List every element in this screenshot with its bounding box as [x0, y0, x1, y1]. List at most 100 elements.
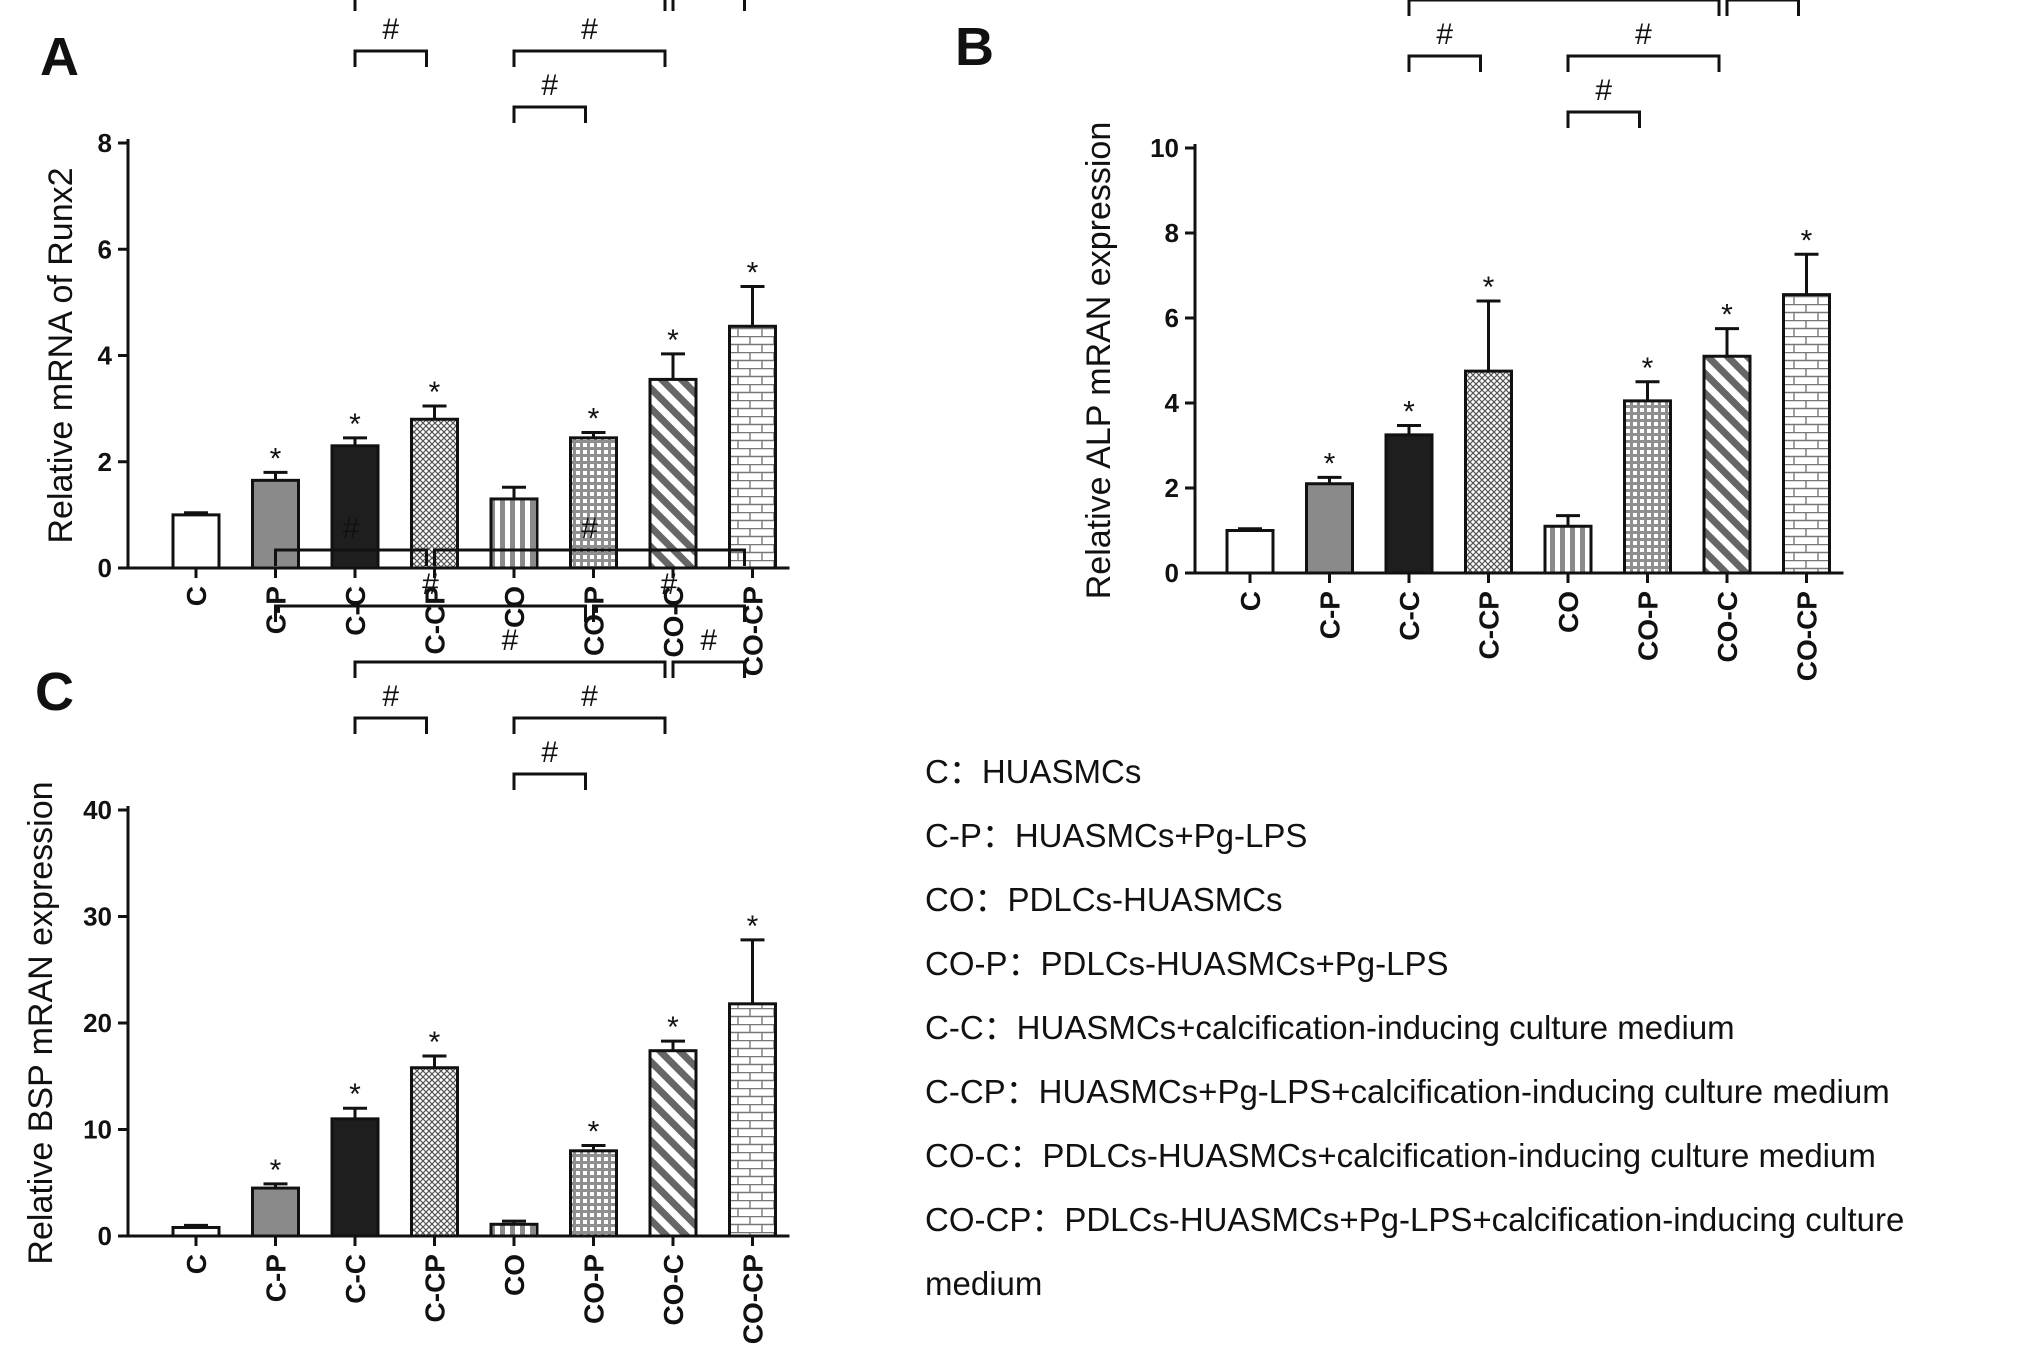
- bar-co-p: [1623, 399, 1672, 575]
- x-tick-label: C-C: [1394, 591, 1425, 641]
- x-tick-label: CO-C: [658, 586, 689, 658]
- x-tick-label: C-CP: [420, 586, 451, 654]
- comparison-bracket: #: [353, 624, 667, 678]
- comparison-bracket: #: [353, 0, 667, 11]
- comparison-hash: #: [661, 568, 678, 601]
- significance-star: *: [429, 376, 441, 409]
- panel-label: B: [955, 17, 994, 77]
- y-tick-label: 30: [83, 902, 112, 932]
- bracket-line: [671, 660, 746, 678]
- significance-star: *: [588, 1115, 600, 1148]
- x-tick-label: C: [1235, 591, 1266, 611]
- bar-c: [1225, 529, 1275, 575]
- significance-star: *: [747, 910, 759, 943]
- x-tick-label: C-P: [261, 1254, 292, 1302]
- x-tick-label: CO-P: [579, 1254, 610, 1324]
- bar-co: [489, 1222, 539, 1238]
- legend-entry-c-p: C-P：HUASMCs+Pg-LPS: [925, 817, 1308, 854]
- x-tick-label: C-CP: [1474, 591, 1505, 659]
- bar-co-c: [1702, 354, 1752, 575]
- y-axis-label: Relative ALP mRAN expression: [1080, 122, 1118, 599]
- significance-star: *: [588, 403, 600, 436]
- legend-entry-co-cp: CO-CP：PDLCs-HUASMCs+Pg-LPS+calcification…: [925, 1201, 1905, 1238]
- comparison-bracket: #: [1725, 0, 1800, 16]
- comparison-hash: #: [1436, 18, 1453, 51]
- x-tick-label: CO-CP: [738, 1254, 769, 1344]
- x-tick-label: CO-CP: [1792, 591, 1823, 681]
- y-tick-label: 4: [1165, 388, 1180, 418]
- comparison-bracket: #: [274, 568, 587, 622]
- comparison-hash: #: [700, 624, 717, 657]
- bar-co: [489, 497, 539, 570]
- comparison-hash: #: [422, 568, 439, 601]
- y-tick-label: 8: [1165, 218, 1179, 248]
- comparison-hash: #: [541, 69, 558, 102]
- bracket-line: [433, 548, 746, 566]
- comparison-bracket: #: [1566, 18, 1721, 72]
- x-tick-label: CO: [499, 1254, 530, 1296]
- x-tick-label: C: [181, 586, 212, 606]
- x-tick-label: CO-P: [1633, 591, 1664, 661]
- bracket-line: [1407, 0, 1721, 16]
- significance-star: *: [1324, 447, 1336, 480]
- y-tick-label: 2: [1165, 473, 1179, 503]
- x-tick-label: C: [181, 1254, 212, 1274]
- x-tick-label: C-CP: [420, 1254, 451, 1322]
- bar-c-p: [1305, 482, 1354, 575]
- x-tick-label: CO-C: [658, 1254, 689, 1326]
- comparison-bracket: #: [353, 13, 428, 67]
- comparison-bracket: #: [1407, 18, 1482, 72]
- bar-c-c: [330, 1117, 380, 1238]
- significance-star: *: [1721, 299, 1733, 332]
- bracket-line: [671, 0, 746, 11]
- comparison-bracket: #: [512, 680, 667, 734]
- comparison-bracket: #: [1566, 74, 1641, 128]
- x-tick-label: CO: [1553, 591, 1584, 633]
- y-tick-label: 6: [1165, 303, 1179, 333]
- comparison-hash: #: [1635, 18, 1652, 51]
- x-tick-label: C-P: [1315, 591, 1346, 639]
- significance-star: *: [270, 442, 282, 475]
- comparison-hash: #: [541, 736, 558, 769]
- bracket-line: [274, 548, 428, 566]
- y-tick-label: 2: [98, 447, 112, 477]
- x-tick-label: C-C: [340, 586, 371, 636]
- comparison-bracket: #: [671, 0, 746, 11]
- comparison-hash: #: [581, 512, 598, 545]
- bar-c: [171, 1225, 221, 1238]
- bar-co: [1543, 524, 1593, 575]
- significance-star: *: [349, 408, 361, 441]
- bracket-line: [274, 604, 587, 622]
- comparison-hash: #: [581, 680, 598, 713]
- bar-c-c: [1384, 433, 1434, 575]
- bracket-line: [353, 49, 428, 67]
- bracket-line: [512, 49, 667, 67]
- bracket-line: [353, 0, 667, 11]
- y-tick-label: 6: [98, 234, 112, 264]
- y-tick-label: 0: [1165, 558, 1179, 588]
- comparison-bracket: #: [274, 512, 428, 566]
- bar-c-cp: [410, 1066, 459, 1238]
- bar-co-p: [569, 1149, 618, 1238]
- legend-entry-continuation: medium: [925, 1265, 1043, 1302]
- y-tick-label: 0: [98, 1221, 112, 1251]
- legend-entry-co: CO：PDLCs-HUASMCs: [925, 881, 1283, 918]
- comparison-bracket: #: [512, 13, 667, 67]
- bar-co-cp: [728, 1002, 777, 1238]
- comparison-bracket: #: [512, 69, 587, 123]
- bar-co-cp: [728, 324, 777, 570]
- comparison-hash: #: [1595, 74, 1612, 107]
- comparison-hash: #: [382, 680, 399, 713]
- significance-star: *: [747, 256, 759, 289]
- significance-star: *: [1483, 271, 1495, 304]
- significance-star: *: [429, 1026, 441, 1059]
- y-tick-label: 10: [83, 1115, 112, 1145]
- bar-c: [171, 513, 221, 570]
- bar-co-c: [648, 377, 698, 570]
- y-tick-label: 40: [83, 795, 112, 825]
- panel-label: A: [40, 27, 79, 87]
- significance-star: *: [667, 1011, 679, 1044]
- y-tick-label: 20: [83, 1008, 112, 1038]
